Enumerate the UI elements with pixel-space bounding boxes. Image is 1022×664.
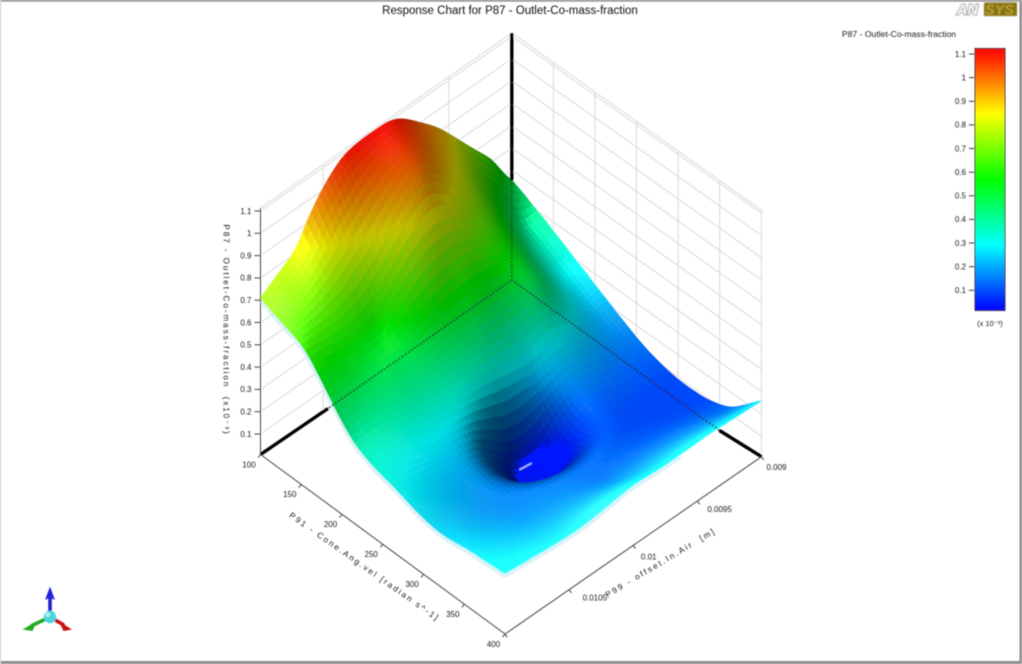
svg-text:0.2: 0.2 [240,408,252,417]
svg-text:0.0105: 0.0105 [583,594,608,603]
svg-text:1: 1 [962,73,967,82]
svg-text:SYS: SYS [985,3,1014,19]
svg-text:0.0095: 0.0095 [707,505,732,514]
svg-text:0.8: 0.8 [240,274,252,283]
svg-text:0.009: 0.009 [766,463,787,472]
svg-text:0.3: 0.3 [955,239,967,248]
svg-text:0.4: 0.4 [240,363,252,372]
svg-text:300: 300 [405,580,419,589]
svg-text:250: 250 [365,550,379,559]
svg-text:0.01: 0.01 [641,552,657,561]
svg-text:0.1: 0.1 [240,430,252,439]
svg-text:0.9: 0.9 [240,251,252,260]
svg-text:0.5: 0.5 [955,192,967,201]
svg-text:1.1: 1.1 [240,207,252,216]
svg-text:0.2: 0.2 [955,263,967,272]
svg-text:100: 100 [242,460,256,469]
svg-text:0.5: 0.5 [240,341,252,350]
svg-text:0.7: 0.7 [240,296,252,305]
svg-text:0.8: 0.8 [955,121,967,130]
svg-text:(x 10⁻³): (x 10⁻³) [977,319,1003,328]
svg-text:0.1: 0.1 [955,286,967,295]
svg-text:1: 1 [247,229,252,238]
svg-text:P87 - Outlet-Co-mass-fraction: P87 - Outlet-Co-mass-fraction (x10⁻³) [222,224,231,435]
svg-text:Response Chart for P87 - Outle: Response Chart for P87 - Outlet-Co-mass-… [382,5,638,17]
svg-text:P87 - Outlet-Co-mass-fraction: P87 - Outlet-Co-mass-fraction [842,29,956,39]
svg-text:AN: AN [956,3,978,19]
svg-text:1.1: 1.1 [955,50,967,59]
svg-text:200: 200 [324,520,338,529]
svg-text:0.3: 0.3 [240,385,252,394]
svg-text:0.7: 0.7 [955,144,967,153]
svg-text:0.6: 0.6 [240,318,252,327]
svg-text:0.6: 0.6 [955,168,967,177]
svg-text:350: 350 [446,610,460,619]
svg-text:150: 150 [283,490,297,499]
svg-text:400: 400 [487,640,501,649]
svg-text:0.4: 0.4 [955,215,967,224]
svg-text:0.9: 0.9 [955,97,967,106]
